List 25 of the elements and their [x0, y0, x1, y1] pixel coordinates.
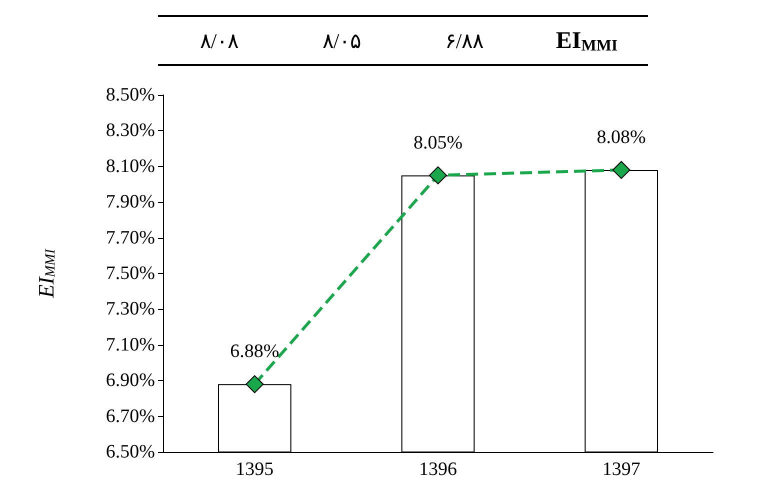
y-tick-label: 7.10% — [106, 334, 156, 356]
text: ۸/۰۵ — [322, 29, 362, 53]
x-tick-label: 1397 — [602, 459, 640, 480]
data-label: 8.05% — [413, 132, 463, 154]
data-label: 8.08% — [596, 126, 646, 148]
y-tick-label: 8.50% — [106, 84, 156, 106]
y-tick-label: 6.50% — [106, 442, 156, 462]
y-tick-label: 7.90% — [106, 192, 156, 213]
data-label: 6.88% — [230, 341, 280, 362]
point — [429, 166, 447, 184]
y-tick-label: 8.30% — [106, 120, 156, 142]
x-tick-label: 1396 — [419, 459, 457, 480]
y-tick-label: 7.70% — [106, 227, 156, 248]
y-tick-label: 7.30% — [106, 298, 156, 320]
x-tick-label: 1395 — [236, 459, 274, 480]
text: ۶/۸۸ — [444, 29, 484, 53]
point — [612, 160, 630, 179]
y-tick-label: 6.90% — [106, 370, 156, 392]
y-tick-label: 6.70% — [106, 406, 156, 427]
y-tick-label: 8.10% — [106, 156, 156, 177]
y-axis-title: EIMMI — [34, 248, 58, 299]
y-tick-label: 7.50% — [106, 263, 156, 284]
point — [246, 375, 264, 394]
text: ۸/۰۸ — [200, 29, 239, 53]
text: EIMMI — [556, 28, 618, 54]
